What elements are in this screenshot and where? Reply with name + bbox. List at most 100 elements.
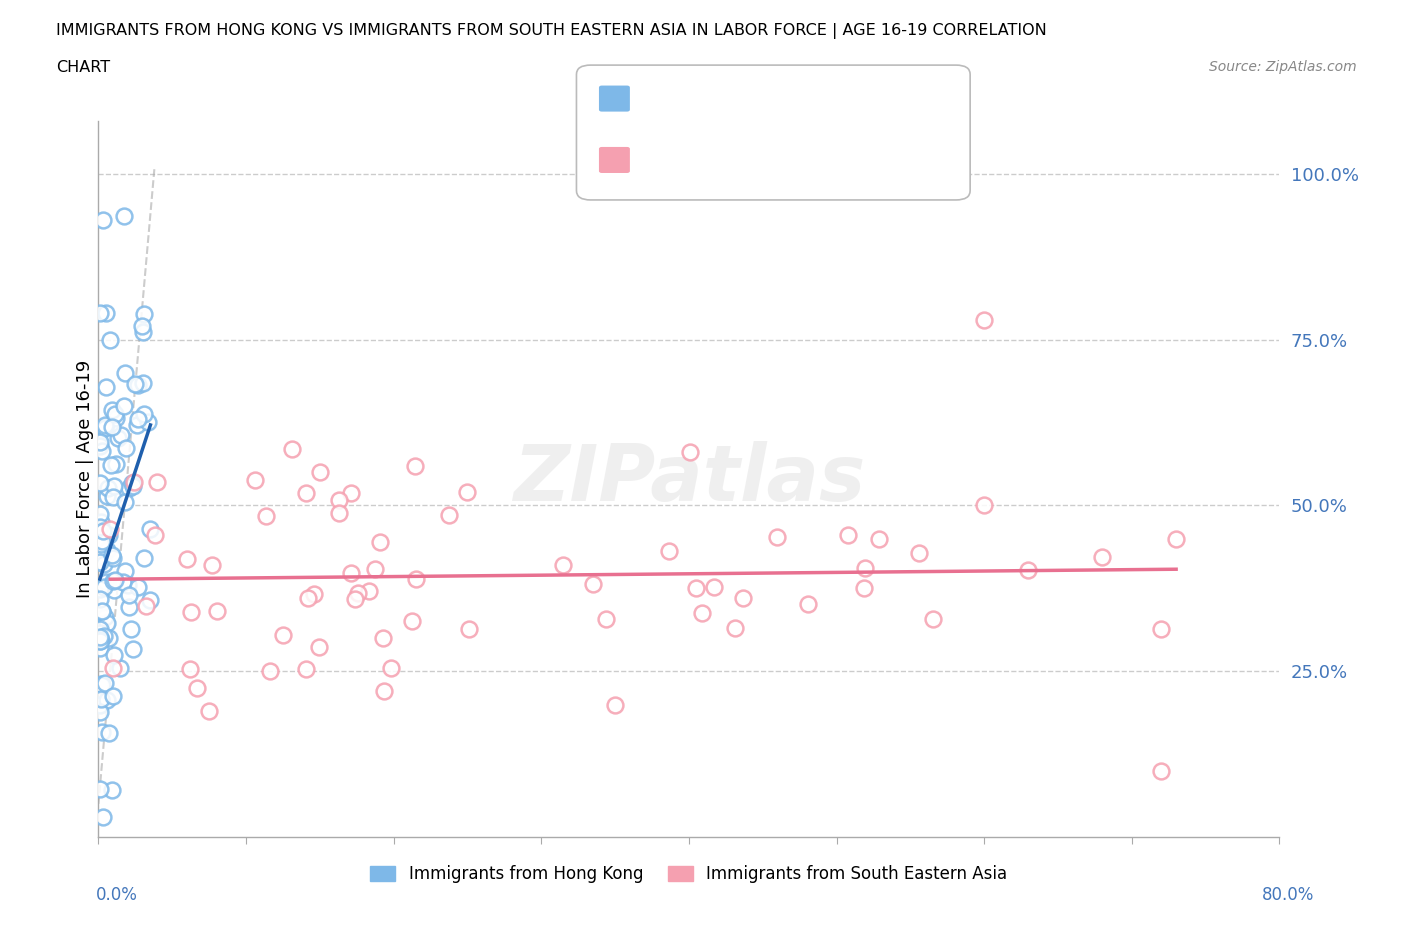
- Point: [121, 475, 143, 490]
- Point: [340, 485, 363, 500]
- Point: [94, 306, 117, 321]
- Point: [373, 631, 395, 645]
- Point: [89, 621, 111, 636]
- Point: [90, 692, 112, 707]
- Point: [90, 444, 112, 458]
- Point: [127, 579, 149, 594]
- Point: [122, 474, 145, 489]
- Point: [176, 551, 198, 566]
- Point: [131, 325, 153, 339]
- Point: [89, 626, 111, 641]
- Point: [302, 586, 325, 601]
- Point: [297, 591, 319, 605]
- Point: [125, 418, 148, 432]
- Text: ZIPatlas: ZIPatlas: [513, 441, 865, 517]
- Point: [551, 558, 574, 573]
- Point: [90, 537, 112, 551]
- Point: [101, 689, 124, 704]
- Point: [104, 572, 127, 587]
- Point: [89, 554, 111, 569]
- Point: [94, 675, 117, 690]
- Point: [685, 580, 707, 595]
- Point: [131, 318, 153, 333]
- Point: [138, 522, 160, 537]
- Point: [138, 415, 160, 430]
- Point: [103, 648, 125, 663]
- Point: [359, 583, 381, 598]
- Point: [89, 633, 111, 648]
- Point: [853, 560, 876, 575]
- Point: [89, 506, 111, 521]
- Point: [100, 458, 122, 472]
- Point: [852, 580, 875, 595]
- Point: [405, 572, 427, 587]
- Point: [582, 577, 605, 591]
- Point: [127, 379, 149, 393]
- Point: [259, 663, 281, 678]
- Point: [1091, 550, 1114, 565]
- Point: [103, 582, 125, 597]
- Point: [90, 534, 112, 549]
- Point: [766, 530, 789, 545]
- Point: [117, 578, 139, 592]
- Point: [679, 445, 702, 459]
- Point: [457, 485, 479, 499]
- Point: [114, 564, 136, 578]
- Point: [98, 332, 121, 347]
- Point: [328, 505, 350, 520]
- Text: Source: ZipAtlas.com: Source: ZipAtlas.com: [1209, 60, 1357, 74]
- Point: [98, 527, 121, 542]
- Point: [373, 684, 395, 698]
- Point: [104, 457, 127, 472]
- Point: [89, 698, 111, 712]
- Point: [797, 596, 820, 611]
- Point: [89, 617, 111, 631]
- Point: [100, 419, 122, 434]
- Point: [89, 305, 111, 320]
- Point: [146, 474, 169, 489]
- Point: [973, 498, 995, 512]
- Point: [90, 549, 112, 564]
- Point: [114, 495, 136, 510]
- Point: [96, 692, 118, 707]
- Point: [308, 640, 330, 655]
- Point: [118, 480, 141, 495]
- Point: [89, 475, 111, 490]
- Point: [328, 492, 350, 507]
- Point: [131, 376, 153, 391]
- Point: [89, 632, 111, 647]
- Point: [254, 509, 277, 524]
- Point: [370, 535, 392, 550]
- Point: [90, 676, 112, 691]
- Point: [89, 704, 111, 719]
- Text: CHART: CHART: [56, 60, 110, 75]
- Point: [100, 547, 122, 562]
- Text: -0.009: -0.009: [679, 151, 748, 169]
- Point: [89, 537, 111, 551]
- Point: [122, 642, 145, 657]
- Point: [108, 660, 131, 675]
- Point: [101, 490, 124, 505]
- Y-axis label: In Labor Force | Age 16-19: In Labor Force | Age 16-19: [76, 360, 94, 598]
- Point: [90, 724, 112, 739]
- Point: [101, 783, 124, 798]
- Point: [118, 588, 141, 603]
- Point: [1018, 563, 1040, 578]
- Point: [89, 630, 111, 644]
- Point: [364, 562, 387, 577]
- Point: [134, 307, 156, 322]
- Point: [309, 465, 332, 480]
- Point: [91, 524, 114, 538]
- Point: [124, 377, 146, 392]
- Point: [380, 660, 402, 675]
- Point: [401, 613, 423, 628]
- Point: [91, 604, 114, 618]
- Point: [103, 478, 125, 493]
- Point: [94, 610, 117, 625]
- Point: [690, 605, 713, 620]
- Point: [143, 528, 166, 543]
- Text: N =: N =: [752, 89, 786, 108]
- Point: [89, 591, 111, 606]
- Point: [89, 633, 111, 648]
- Point: [868, 531, 890, 546]
